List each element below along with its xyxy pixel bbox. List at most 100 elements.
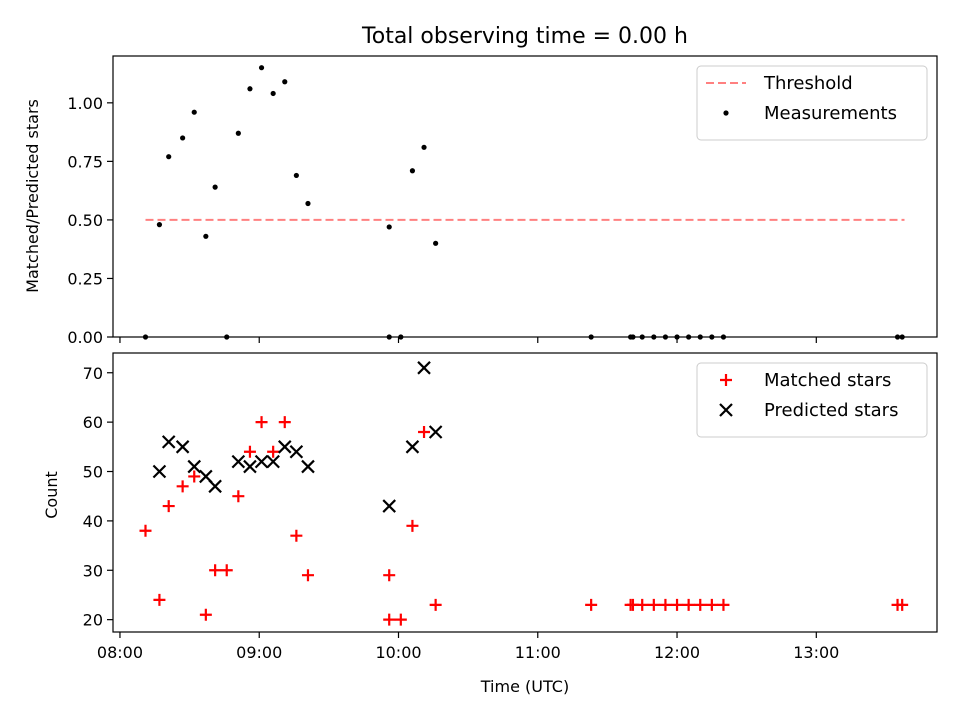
matched-star-point [636,598,649,611]
matched-star-point [682,598,695,611]
measurement-point [398,334,404,340]
bottom-legend-box [696,362,928,438]
bottom-x-tick-label: 13:00 [793,643,839,662]
measurement-point [409,168,416,174]
matched-star-point [659,598,672,611]
measurement-point [258,65,265,71]
predicted-star-point [266,454,280,469]
bottom-legend-label: Predicted stars [764,400,898,421]
matched-star-point [694,598,707,611]
top-axes-frame [112,55,938,338]
measurement-point [166,154,172,160]
measurement-point [720,334,727,340]
top-legend-box [696,65,928,141]
predicted-star-point [187,459,202,474]
measurement-point [639,334,645,340]
matched-star-point [705,598,718,611]
top-y-axis-label: Matched/Predicted stars [23,99,42,293]
measurement-point [282,79,288,85]
bottom-y-axis-label: Count [42,471,61,519]
measurement-point [270,90,276,97]
matched-star-point [199,608,212,621]
measurement-point [433,240,439,246]
x-axis-label: Time (UTC) [480,677,569,696]
bottom-legend-label: Matched stars [764,370,891,391]
predicted-star-point [277,440,292,454]
measurement-point [662,334,669,340]
measurement-point [686,334,692,340]
predicted-star-point [289,444,304,459]
predicted-star-point [243,459,257,474]
matched-star-point [255,416,268,429]
measurement-point [212,184,218,190]
bottom-x-tick-label: 10:00 [375,643,421,662]
measurement-point [235,130,241,136]
matched-star-point [394,613,407,626]
measurement-point [203,233,209,239]
predicted-star-point [405,440,420,454]
predicted-star-point [208,479,222,494]
bottom-x-tick-label: 08:00 [97,643,143,662]
matched-star-point [243,445,256,458]
predicted-star-point [254,454,269,469]
bottom-y-tick-label: 60 [83,413,103,432]
predicted-star-point [231,454,246,469]
bottom-y-tick-label: 50 [83,463,103,482]
matched-star-point [429,598,442,611]
matched-star-point [153,593,166,606]
measurement-point [386,334,392,340]
bottom-x-tick-label: 09:00 [236,643,282,662]
matched-star-point [406,519,419,532]
matched-star-point [188,470,201,483]
top-y-tick-label: 0.75 [67,152,103,171]
matched-star-point [176,480,189,493]
matched-star-point [162,500,175,513]
top-y-tick-label: 0.50 [67,211,103,230]
measurement-point [588,334,594,340]
matched-star-point [139,524,152,537]
predicted-star-point [175,440,190,454]
bottom-y-tick-label: 20 [83,611,103,630]
matched-star-point [290,529,303,542]
measurement-point [651,334,657,340]
matched-star-point [301,569,314,582]
top-legend-marker [723,110,729,116]
matched-star-point [383,613,396,626]
bottom-y-tick-label: 70 [83,364,103,383]
figure-title: Total observing time = 0.00 h [361,24,688,49]
measurement-point [630,334,636,340]
measurement-point [674,334,680,340]
measurement-point [305,200,311,207]
measurement-point [899,334,905,340]
matched-star-point [671,598,684,611]
measurement-point [709,334,715,340]
top-y-tick-label: 1.00 [67,94,103,113]
measurement-point [156,222,163,228]
measurement-point [180,135,186,141]
measurement-point [142,334,149,340]
top-panel: 0.00 0.25 0.50 0.75 1.00 Threshold Measurement… [67,55,938,347]
measurement-point [386,224,392,230]
measurement-point [191,109,197,115]
bottom-axes-frame [112,352,938,633]
bottom-x-tick-label: 12:00 [654,643,700,662]
measurement-point [224,334,230,340]
top-legend-label: Threshold [763,73,853,94]
predicted-star-point [417,361,431,375]
bottom-x-tick-label: 11:00 [515,643,561,662]
predicted-star-point [161,435,176,449]
bottom-y-tick-label: 30 [83,561,103,580]
matched-star-point [418,426,431,439]
predicted-star-point [152,464,167,479]
predicted-star-point [301,459,315,474]
matched-star-point [209,564,222,577]
matched-star-point [717,598,730,611]
top-y-tick-label: 0.25 [67,269,103,288]
bottom-y-tick-label: 40 [83,512,103,531]
matched-star-point [647,598,660,611]
matched-star-point [232,490,245,503]
measurement-point [421,144,427,150]
bottom-legend-marker [719,403,733,417]
predicted-star-point [428,425,443,439]
